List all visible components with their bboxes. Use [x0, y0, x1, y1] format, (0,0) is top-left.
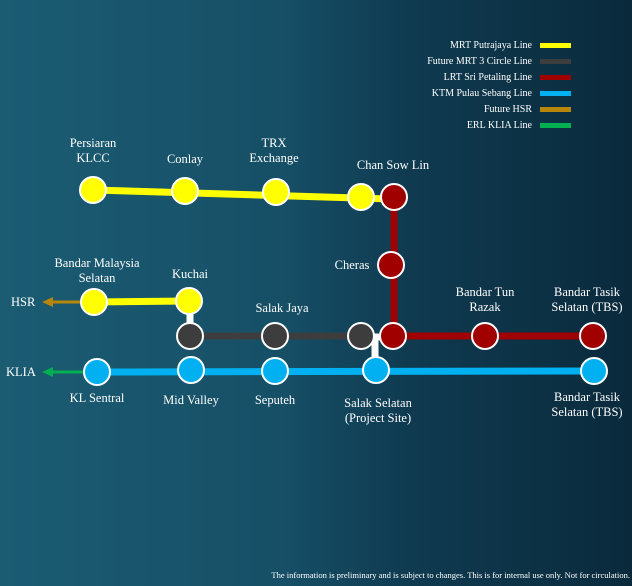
legend-swatch-ktm	[540, 91, 571, 96]
legend-swatch-erl	[540, 123, 571, 128]
station-conlay	[171, 177, 199, 205]
direction-label-hsr: HSR	[11, 295, 36, 309]
label-salak-selatan: Salak Selatan (Project Site)	[344, 396, 412, 425]
station-mid-valley	[177, 356, 205, 384]
direction-label-klia: KLIA	[6, 365, 36, 379]
label-seputeh: Seputeh	[254, 393, 296, 407]
mrt-putrajaya-line-top	[92, 186, 393, 203]
station-bandar-malaysia-selatan	[80, 288, 108, 316]
station-salak-selatan-mrt3	[347, 322, 375, 350]
label-bandar-tun-razak: Bandar Tun Razak	[455, 285, 515, 314]
station-bandar-tasik-selatan-lrt	[579, 322, 607, 350]
station-kuchai	[175, 287, 203, 315]
station-kuchai-mrt3	[176, 322, 204, 350]
legend-label-lrt-sri-petaling: LRT Sri Petaling Line	[443, 72, 532, 83]
label-mid-valley: Mid Valley	[163, 393, 219, 407]
station-seputeh	[261, 357, 289, 385]
legend-label-erl: ERL KLIA Line	[466, 120, 532, 131]
legend-swatch-mrt-putrajaya	[540, 43, 571, 48]
station-bandar-tun-razak	[471, 322, 499, 350]
label-chan-sow-lin: Chan Sow Lin	[356, 158, 430, 172]
legend-swatch-lrt-sri-petaling	[540, 75, 571, 80]
label-kl-sentral: KL Sentral	[69, 391, 125, 405]
legend-label-mrt3-circle: Future MRT 3 Circle Line	[427, 56, 532, 67]
label-persiaran-klcc: Persiaran KLCC	[69, 136, 117, 165]
label-trx-exchange: TRX Exchange	[249, 136, 299, 165]
disclaimer-footnote: The information is preliminary and is su…	[271, 570, 630, 580]
label-salak-jaya: Salak Jaya	[255, 301, 309, 315]
station-bandar-tasik-selatan-ktm	[580, 357, 608, 385]
legend-swatch-hsr	[540, 107, 571, 112]
station-chan-sow-lin-lrt	[380, 183, 408, 211]
label-kuchai: Kuchai	[171, 267, 209, 281]
legend-label-ktm: KTM Pulau Sebang Line	[431, 88, 532, 99]
erl-arrow-icon	[42, 367, 53, 377]
hsr-arrow-icon	[42, 297, 53, 307]
label-bandar-tasik-selatan-ktm: Bandar Tasik Selatan (TBS)	[551, 390, 623, 419]
legend-label-mrt-putrajaya: MRT Putrajaya Line	[450, 40, 532, 51]
station-kl-sentral	[83, 358, 111, 386]
legend-swatch-mrt3-circle	[540, 59, 571, 64]
label-bandar-tasik-selatan-lrt: Bandar Tasik Selatan (TBS)	[551, 285, 623, 314]
legend-label-hsr: Future HSR	[483, 104, 532, 115]
station-salak-selatan-ktm	[362, 356, 390, 384]
station-persiaran-klcc	[79, 176, 107, 204]
station-chan-sow-lin-mrt	[347, 183, 375, 211]
ktm-line	[96, 367, 595, 376]
station-trx-exchange	[262, 178, 290, 206]
label-cheras: Cheras	[334, 258, 370, 272]
mrt-putrajaya-line-bottom	[93, 297, 189, 306]
station-salak-jaya	[261, 322, 289, 350]
station-cheras	[377, 251, 405, 279]
label-conlay: Conlay	[166, 152, 204, 166]
label-bandar-malaysia-selatan: Bandar Malaysia Selatan	[54, 256, 140, 285]
station-salak-selatan-lrt	[379, 322, 407, 350]
